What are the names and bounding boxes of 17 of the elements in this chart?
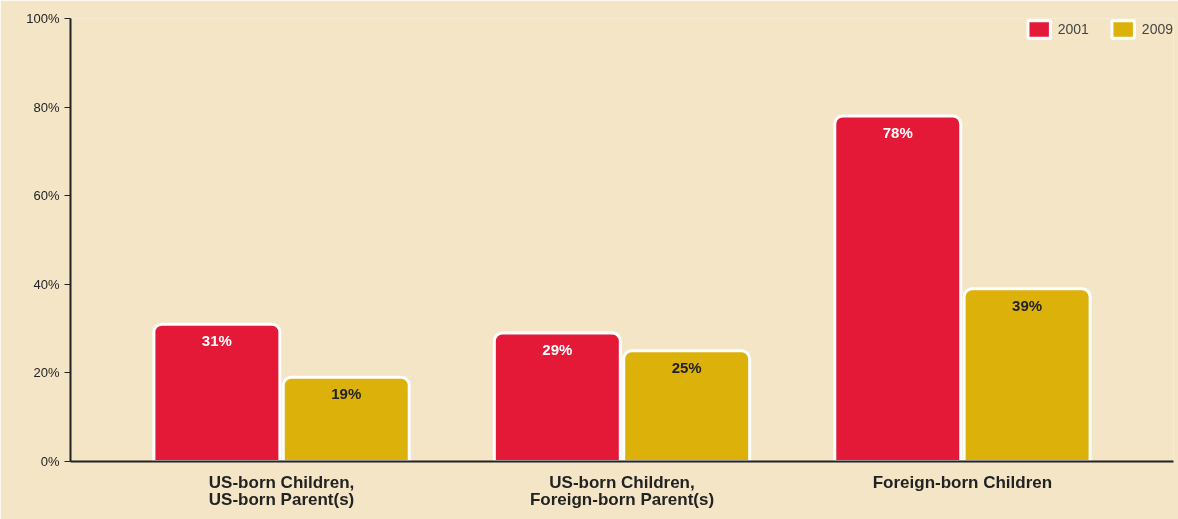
x-tick-label: Foreign-born Children: [872, 472, 1053, 492]
y-tick-label: 20%: [33, 365, 60, 381]
y-tick-label: 0%: [40, 454, 60, 469]
legend-label: 2001: [1057, 21, 1089, 37]
legend-label: 2009: [1141, 21, 1173, 37]
x-tick-label: US-born Children, Foreign-born Parent(s): [529, 472, 715, 509]
x-tick-label: US-born Children, US-born Parent(s): [208, 472, 355, 509]
data-label: 39%: [1012, 296, 1043, 314]
y-tick-label: 60%: [33, 188, 60, 204]
data-label: 19%: [331, 385, 362, 403]
data-label: 25%: [671, 358, 702, 376]
data-label: 29%: [542, 341, 573, 359]
y-tick-label: 80%: [33, 99, 60, 115]
data-label: 78%: [882, 123, 913, 141]
y-tick-label: 100%: [26, 11, 60, 26]
data-label: 31%: [201, 332, 232, 350]
y-tick-label: 40%: [33, 276, 60, 292]
